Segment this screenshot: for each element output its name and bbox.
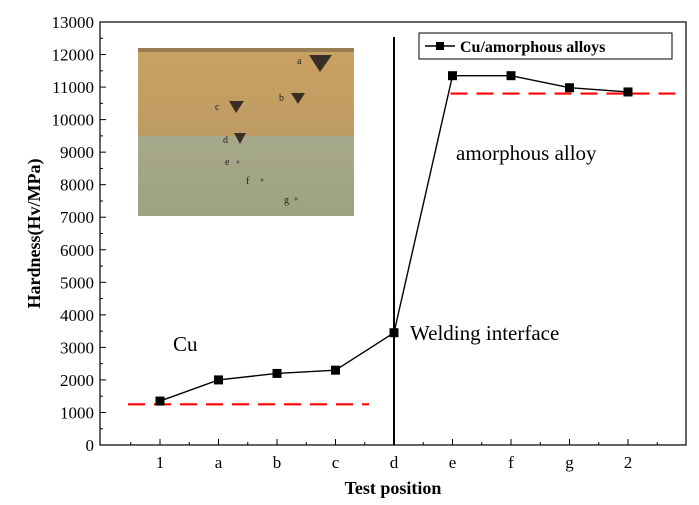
annotation-welding-interface: Welding interface xyxy=(410,321,559,345)
x-axis-title: Test position xyxy=(345,478,442,498)
x-tick-label: a xyxy=(215,453,223,472)
y-tick-label: 12000 xyxy=(52,46,95,65)
y-tick-label: 4000 xyxy=(60,306,94,325)
y-axis-title: Hardness(Hv/MPa) xyxy=(24,159,45,309)
data-point xyxy=(331,365,340,375)
annotation-amorphous-alloy: amorphous alloy xyxy=(456,141,597,165)
y-tick-label: 9000 xyxy=(60,143,94,162)
x-axis-ticks: 1 a b c d e f g 2 xyxy=(130,439,658,472)
x-tick-label: 2 xyxy=(624,453,633,472)
y-axis-ticks: 0 1000 2000 3000 4000 5000 6000 7000 8000 9000 100… xyxy=(52,13,106,455)
legend-marker xyxy=(436,42,444,50)
inset-label: d xyxy=(223,135,228,146)
data-point xyxy=(214,375,223,385)
y-tick-label: 1000 xyxy=(60,403,94,422)
inset-label: e xyxy=(225,157,230,168)
x-tick-label: c xyxy=(332,453,340,472)
inset-label: b xyxy=(279,93,284,104)
y-tick-label: 13000 xyxy=(52,13,95,32)
x-tick-label: 1 xyxy=(156,453,165,472)
x-tick-label: g xyxy=(565,453,574,472)
x-tick-label: f xyxy=(508,453,514,472)
data-point xyxy=(389,328,399,338)
legend-box xyxy=(418,32,673,60)
y-tick-label: 8000 xyxy=(60,176,94,195)
legend: Cu/amorphous alloys xyxy=(418,32,673,60)
legend-label: Cu/amorphous alloys xyxy=(460,39,605,56)
data-point xyxy=(506,71,516,81)
y-tick-label: 0 xyxy=(86,436,95,455)
inset-label: c xyxy=(215,102,220,113)
inset-micrograph xyxy=(138,48,354,216)
x-tick-label: b xyxy=(273,453,282,472)
y-tick-label: 5000 xyxy=(60,273,94,292)
inset-label: a xyxy=(297,56,302,67)
series-layer xyxy=(155,71,633,406)
x-tick-label: d xyxy=(390,453,399,472)
data-point xyxy=(565,83,574,93)
data-point xyxy=(155,396,165,406)
annotation-cu: Cu xyxy=(173,332,198,356)
y-tick-label: 2000 xyxy=(60,371,94,390)
data-point xyxy=(448,71,457,81)
inset-labels: a b c de f g xyxy=(215,56,302,206)
reference-lines xyxy=(128,37,678,445)
data-point xyxy=(623,87,633,97)
inset-label: f xyxy=(246,176,250,187)
y-tick-label: 6000 xyxy=(60,241,94,260)
data-point xyxy=(272,368,282,378)
y-tick-label: 7000 xyxy=(60,208,94,227)
y-tick-label: 10000 xyxy=(52,111,95,130)
y-tick-label: 3000 xyxy=(60,338,94,357)
inset-label: g xyxy=(284,195,289,206)
y-tick-label: 11000 xyxy=(52,78,94,97)
x-tick-label: e xyxy=(449,453,457,472)
